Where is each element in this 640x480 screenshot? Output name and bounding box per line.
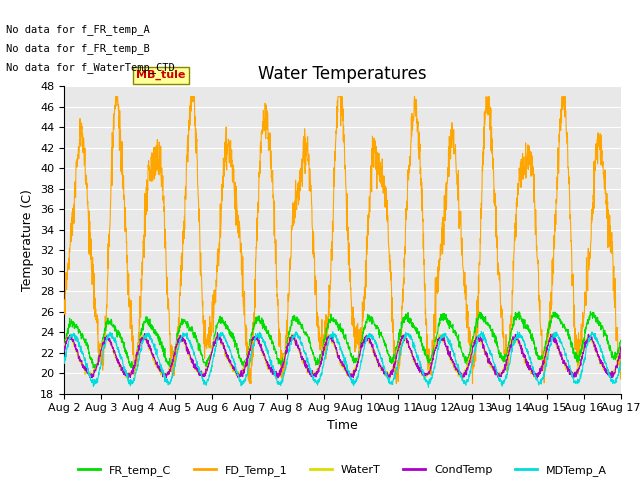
Text: MB_tule: MB_tule — [136, 70, 186, 80]
Legend: FR_temp_C, FD_Temp_1, WaterT, CondTemp, MDTemp_A: FR_temp_C, FD_Temp_1, WaterT, CondTemp, … — [74, 460, 611, 480]
Y-axis label: Temperature (C): Temperature (C) — [22, 189, 35, 291]
Title: Water Temperatures: Water Temperatures — [258, 65, 427, 84]
Text: No data for f_WaterTemp_CTD: No data for f_WaterTemp_CTD — [6, 62, 175, 73]
Text: No data for f_FR_temp_A: No data for f_FR_temp_A — [6, 24, 150, 35]
X-axis label: Time: Time — [327, 419, 358, 432]
Text: No data for f_FR_temp_B: No data for f_FR_temp_B — [6, 43, 150, 54]
